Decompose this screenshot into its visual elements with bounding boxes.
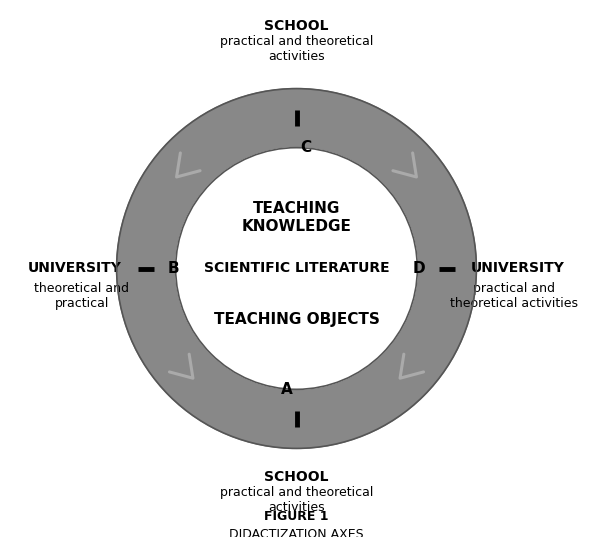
Text: practical and theoretical: practical and theoretical bbox=[220, 487, 373, 499]
Text: UNIVERSITY: UNIVERSITY bbox=[471, 262, 565, 275]
Text: UNIVERSITY: UNIVERSITY bbox=[28, 262, 122, 275]
Text: SCHOOL: SCHOOL bbox=[264, 19, 329, 33]
Text: TEACHING OBJECTS: TEACHING OBJECTS bbox=[213, 312, 380, 327]
Text: TEACHING
KNOWLEDGE: TEACHING KNOWLEDGE bbox=[241, 201, 352, 234]
Text: D: D bbox=[413, 261, 425, 276]
Text: SCIENTIFIC LITERATURE: SCIENTIFIC LITERATURE bbox=[203, 262, 390, 275]
Text: practical and theoretical: practical and theoretical bbox=[220, 35, 373, 48]
Text: B: B bbox=[168, 261, 179, 276]
Circle shape bbox=[176, 148, 417, 389]
Text: activities: activities bbox=[268, 502, 325, 514]
Text: SCHOOL: SCHOOL bbox=[264, 470, 329, 484]
Text: FIGURE 1: FIGURE 1 bbox=[264, 510, 329, 523]
Circle shape bbox=[117, 89, 476, 448]
Text: theoretical and
practical: theoretical and practical bbox=[34, 282, 129, 310]
Text: A: A bbox=[281, 382, 293, 397]
Text: DIDACTIZATION AXES: DIDACTIZATION AXES bbox=[229, 528, 364, 537]
Text: practical and
theoretical activities: practical and theoretical activities bbox=[450, 282, 578, 310]
Text: activities: activities bbox=[268, 50, 325, 63]
Text: C: C bbox=[301, 140, 312, 155]
